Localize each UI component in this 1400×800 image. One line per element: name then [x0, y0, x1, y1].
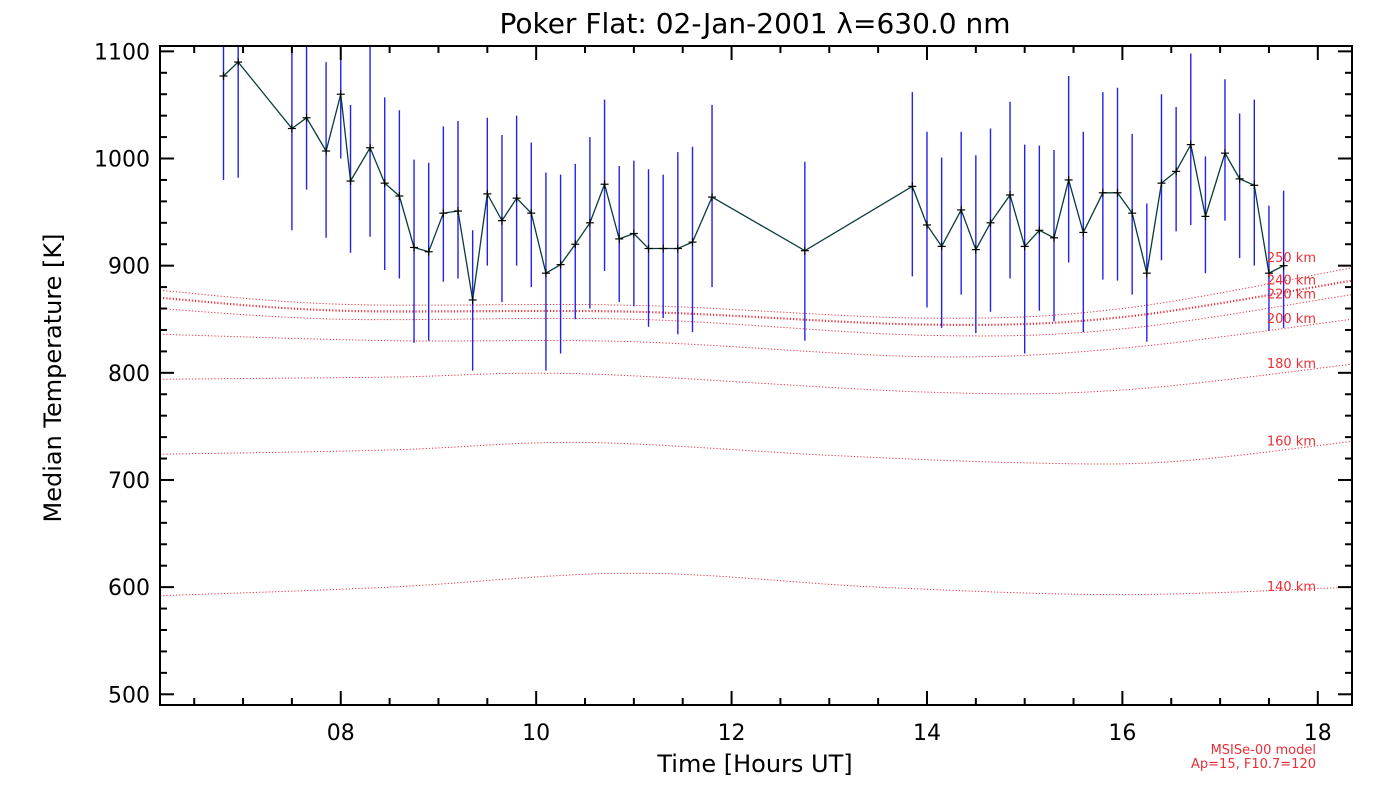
model-curve-250-km: [160, 267, 1352, 319]
data-point: [1098, 188, 1107, 197]
data-point: [1142, 269, 1151, 278]
y-axis-label: Median Temperature [K]: [39, 233, 67, 522]
model-label-220-km: 220 km: [1267, 288, 1316, 303]
data-point: [336, 90, 345, 99]
model-note-line2: Ap=15, F10.7=120: [1191, 757, 1316, 772]
data-point: [483, 189, 492, 198]
data-point: [1172, 167, 1181, 176]
model-label-140-km: 140 km: [1267, 580, 1316, 595]
data-point: [1264, 269, 1273, 278]
model-label-250-km: 250 km: [1267, 251, 1316, 266]
data-point: [1128, 209, 1137, 218]
data-point: [1020, 242, 1029, 251]
model-label-160-km: 160 km: [1267, 434, 1316, 449]
data-point: [1220, 149, 1229, 158]
model-label-240-km: 240 km: [1267, 274, 1316, 289]
data-point: [424, 247, 433, 256]
y-tick-label: 1100: [94, 40, 150, 65]
data-point: [1279, 261, 1288, 270]
data-point: [439, 209, 448, 218]
data-point: [937, 242, 946, 251]
data-point: [1064, 175, 1073, 184]
data-point: [615, 234, 624, 243]
data-point: [1250, 181, 1259, 190]
chart-title: Poker Flat: 02-Jan-2001 λ=630.0 nm: [499, 7, 1010, 40]
data-point: [302, 113, 311, 122]
data-point: [571, 240, 580, 249]
data-point: [556, 260, 565, 269]
model-label-200-km: 200 km: [1267, 312, 1316, 327]
data-point: [1006, 190, 1015, 199]
plot-frame: [159, 45, 1353, 706]
data-point: [410, 243, 419, 252]
data-point: [287, 124, 296, 133]
data-point: [1186, 140, 1195, 149]
x-tick-label: 14: [913, 721, 941, 746]
data-point: [1201, 212, 1210, 221]
data-point: [922, 220, 931, 229]
y-tick-label: 700: [108, 469, 150, 494]
error-bars: [222, 46, 1285, 371]
y-tick-label: 500: [108, 683, 150, 708]
y-tick-label: 600: [108, 576, 150, 601]
data-point: [234, 58, 243, 67]
axes: 08 10 12 14 16 18 500 600 700 800 900 1000 1100: [94, 40, 1353, 746]
y-tick-label: 1000: [94, 148, 150, 173]
data-point: [454, 207, 462, 216]
data-point: [800, 246, 809, 255]
model-curve-200-km: [160, 318, 1352, 358]
x-tick-label: 18: [1304, 721, 1332, 746]
model-curve-160-km: [160, 440, 1352, 465]
y-tick-label: 800: [108, 362, 150, 387]
model-curves: [160, 267, 1352, 597]
data-point: [1035, 226, 1044, 235]
data-point: [644, 244, 653, 253]
data-point: [512, 194, 521, 203]
data-point: [986, 218, 995, 227]
data-point: [380, 179, 389, 188]
data-point: [1157, 179, 1166, 188]
data-point: [541, 269, 550, 278]
model-curve-240-km: [160, 279, 1352, 326]
model-note-line1: MSISe-00 model: [1211, 743, 1316, 758]
data-point: [1235, 174, 1244, 183]
data-point: [395, 192, 404, 201]
data-point: [971, 245, 980, 254]
y-tick-label: 900: [108, 255, 150, 280]
data-point: [957, 205, 966, 214]
data-point: [585, 218, 594, 227]
x-axis-label: Time [Hours UT]: [656, 750, 852, 778]
data-point: [1113, 188, 1122, 197]
data-point: [708, 193, 717, 202]
data-point: [346, 177, 355, 186]
data-point: [527, 209, 536, 218]
data-point: [1050, 233, 1058, 242]
data-point: [322, 147, 331, 156]
x-tick-label: 08: [327, 721, 355, 746]
data-point: [219, 72, 228, 81]
data-point: [497, 216, 506, 225]
data-point: [366, 143, 375, 152]
data-point: [1079, 228, 1088, 237]
data-point: [629, 229, 638, 238]
measurement-series: [219, 58, 1288, 304]
x-tick-label: 10: [522, 721, 550, 746]
data-point: [673, 244, 682, 253]
data-point: [908, 182, 917, 191]
model-curve-220-km: [160, 294, 1352, 337]
data-point: [468, 295, 477, 304]
model-curve-140-km: [160, 572, 1352, 597]
measurement-line: [223, 61, 1284, 301]
data-point: [659, 244, 668, 253]
x-tick-label: 16: [1108, 721, 1136, 746]
data-point: [688, 238, 697, 247]
model-curve-180-km: [160, 363, 1352, 395]
data-point: [600, 180, 609, 189]
x-tick-label: 12: [718, 721, 746, 746]
model-label-180-km: 180 km: [1267, 357, 1316, 372]
